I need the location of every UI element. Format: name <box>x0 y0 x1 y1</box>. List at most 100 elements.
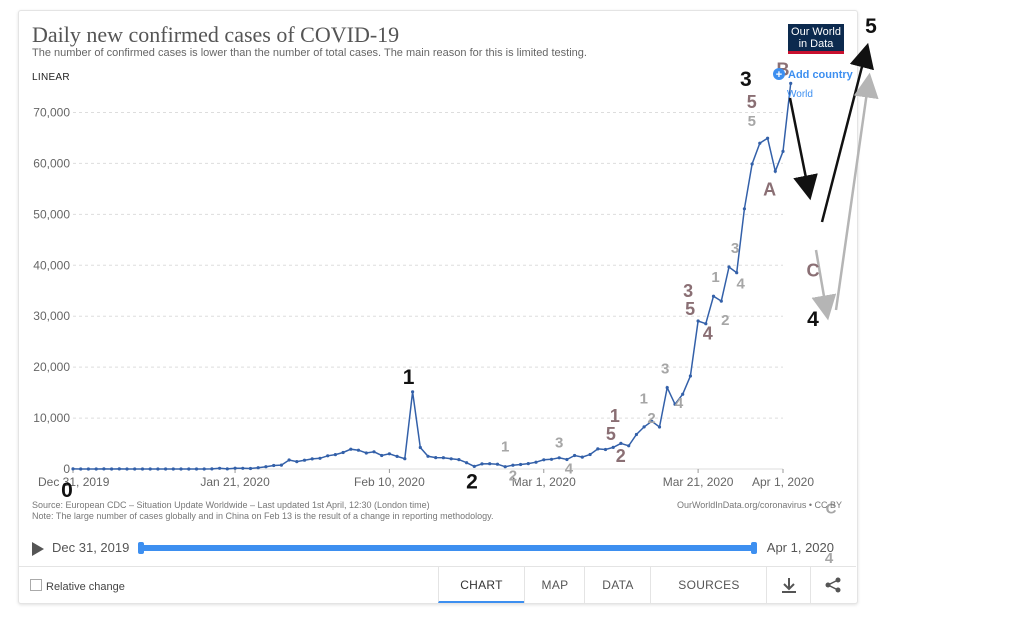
data-point[interactable] <box>619 441 623 445</box>
data-point[interactable] <box>110 467 114 471</box>
data-point[interactable] <box>542 458 546 462</box>
data-point[interactable] <box>164 467 168 471</box>
data-point[interactable] <box>596 447 600 451</box>
data-point[interactable] <box>133 467 137 471</box>
data-point[interactable] <box>326 454 330 458</box>
data-point[interactable] <box>457 458 461 462</box>
data-point[interactable] <box>86 467 90 471</box>
data-point[interactable] <box>71 467 75 471</box>
data-point[interactable] <box>735 271 739 275</box>
data-point[interactable] <box>287 458 291 462</box>
data-point[interactable] <box>549 457 554 461</box>
timeline-end-handle[interactable] <box>751 542 757 554</box>
data-point[interactable] <box>727 265 731 269</box>
data-point[interactable] <box>642 425 646 429</box>
data-point[interactable] <box>603 447 608 452</box>
data-point[interactable] <box>125 467 129 471</box>
data-point[interactable] <box>742 207 747 211</box>
data-point[interactable] <box>418 445 422 450</box>
data-point[interactable] <box>94 467 98 471</box>
data-point[interactable] <box>766 136 770 140</box>
data-point[interactable] <box>573 453 577 458</box>
data-point[interactable] <box>411 390 415 394</box>
owid-logo[interactable]: Our World in Data <box>788 24 844 54</box>
data-point[interactable] <box>194 467 199 471</box>
data-point[interactable] <box>704 322 708 326</box>
data-point[interactable] <box>711 294 716 298</box>
data-point[interactable] <box>611 445 615 449</box>
data-point[interactable] <box>441 456 445 460</box>
data-point[interactable] <box>634 432 639 437</box>
checkbox-icon[interactable] <box>30 579 42 591</box>
data-point[interactable] <box>781 149 785 153</box>
data-point[interactable] <box>248 466 253 471</box>
timeline-track[interactable] <box>140 545 754 551</box>
data-point[interactable] <box>773 169 777 173</box>
share-button[interactable] <box>810 567 855 603</box>
data-point[interactable] <box>225 467 229 471</box>
data-point[interactable] <box>264 465 268 469</box>
data-point[interactable] <box>465 461 469 465</box>
data-point[interactable] <box>341 450 345 455</box>
data-point[interactable] <box>179 467 183 471</box>
data-point[interactable] <box>565 457 569 462</box>
data-point[interactable] <box>434 456 438 460</box>
data-point[interactable] <box>557 456 561 460</box>
data-point[interactable] <box>426 454 430 458</box>
data-point[interactable] <box>387 452 391 456</box>
data-point[interactable] <box>233 466 237 470</box>
data-point[interactable] <box>472 464 476 468</box>
data-point[interactable] <box>241 466 245 470</box>
data-point[interactable] <box>395 454 399 458</box>
data-point[interactable] <box>580 455 584 459</box>
data-point[interactable] <box>519 462 523 467</box>
data-point[interactable] <box>140 467 145 471</box>
data-point[interactable] <box>279 463 283 467</box>
data-point[interactable] <box>318 456 322 460</box>
data-point[interactable] <box>148 467 152 471</box>
data-point[interactable] <box>657 425 662 429</box>
add-country-button[interactable]: Add country <box>788 69 854 81</box>
data-point[interactable] <box>511 463 515 467</box>
data-point[interactable] <box>102 467 106 471</box>
data-point[interactable] <box>171 467 175 471</box>
data-point[interactable] <box>534 460 538 464</box>
data-point[interactable] <box>372 450 376 454</box>
data-point[interactable] <box>719 299 723 303</box>
scale-toggle[interactable]: LINEAR <box>32 72 70 83</box>
data-point[interactable] <box>495 462 500 466</box>
data-point[interactable] <box>758 141 762 145</box>
series-line[interactable] <box>72 83 792 470</box>
source-url[interactable]: OurWorldInData.org/coronavirus • CC BY <box>676 500 842 510</box>
data-point[interactable] <box>696 319 700 323</box>
relative-change-toggle[interactable]: Relative change <box>30 579 125 593</box>
data-point[interactable] <box>750 162 754 166</box>
download-button[interactable] <box>766 567 811 603</box>
data-point[interactable] <box>272 463 276 468</box>
data-point[interactable] <box>673 402 677 406</box>
data-point[interactable] <box>79 467 83 471</box>
data-point[interactable] <box>117 467 121 471</box>
data-point[interactable] <box>364 451 368 455</box>
data-point[interactable] <box>187 467 191 471</box>
data-point[interactable] <box>310 457 314 461</box>
data-point[interactable] <box>302 458 307 462</box>
data-point[interactable] <box>356 448 361 452</box>
tab-data[interactable]: DATA <box>584 567 651 603</box>
data-point[interactable] <box>218 466 222 470</box>
data-point[interactable] <box>349 447 353 451</box>
data-point[interactable] <box>503 465 507 469</box>
data-point[interactable] <box>380 453 384 458</box>
data-point[interactable] <box>526 462 530 466</box>
data-point[interactable] <box>333 453 337 457</box>
series-label-world[interactable]: World <box>787 89 813 100</box>
data-point[interactable] <box>588 452 592 457</box>
data-point[interactable] <box>449 457 453 461</box>
data-point[interactable] <box>256 466 260 470</box>
tab-sources[interactable]: SOURCES <box>650 567 767 603</box>
tab-map[interactable]: MAP <box>524 567 585 603</box>
add-country-icon[interactable] <box>773 68 785 80</box>
data-point[interactable] <box>295 460 299 464</box>
data-point[interactable] <box>665 386 669 390</box>
data-point[interactable] <box>789 81 793 85</box>
